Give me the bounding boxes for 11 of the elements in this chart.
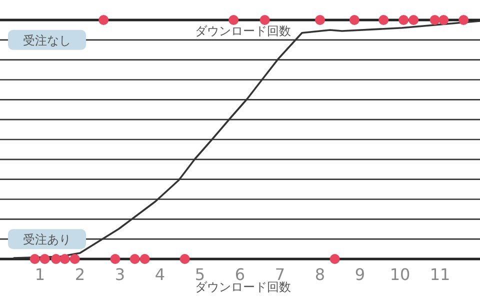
annotation: 受注あり	[23, 232, 71, 247]
x-tick-label: 10	[390, 265, 410, 284]
x-tick-label: 8	[314, 265, 326, 284]
x-tick-label: 3	[114, 265, 126, 284]
annotation: 受注なし	[23, 33, 71, 48]
x-tick-label: 1	[34, 265, 46, 284]
x-tick-label: 4	[154, 265, 166, 284]
annotation: ダウンロード回数	[195, 24, 291, 38]
x-tick-label: 11	[430, 265, 450, 284]
x-tick-label: 9	[354, 265, 366, 284]
x-tick-label: 2	[74, 265, 86, 284]
